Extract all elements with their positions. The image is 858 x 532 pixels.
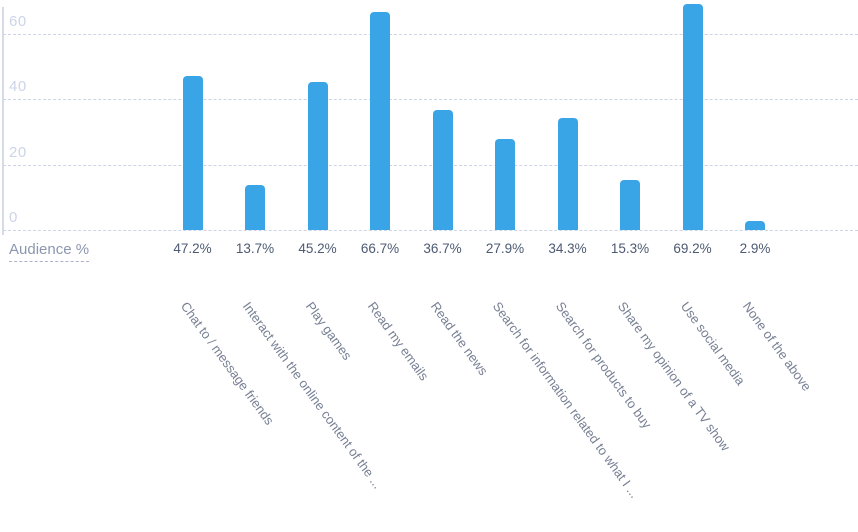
- bar[interactable]: [245, 185, 265, 230]
- y-axis-line: [2, 7, 4, 235]
- gridline-20: [3, 164, 858, 166]
- bar[interactable]: [682, 3, 703, 230]
- category-label: Share my opinion of a TV show: [614, 299, 734, 454]
- bar-value-label: 15.3%: [610, 241, 650, 256]
- legend-label: Audience %: [9, 241, 90, 258]
- bar-value-label: 69.2%: [673, 241, 712, 256]
- bar[interactable]: [495, 138, 515, 230]
- category-label: Use social media: [677, 299, 748, 388]
- bar[interactable]: [432, 110, 453, 230]
- bar-value-label: 47.2%: [173, 241, 212, 256]
- legend-item-audience[interactable]: Audience %: [9, 241, 90, 262]
- bar[interactable]: [370, 12, 390, 230]
- y-tick-label: 60: [9, 13, 27, 30]
- gridline-60: [3, 34, 858, 35]
- bar[interactable]: [745, 220, 765, 230]
- category-label: None of the above: [739, 299, 815, 394]
- category-label: Read my emails: [364, 299, 432, 384]
- bar-value-label: 2.9%: [739, 241, 771, 256]
- bar-value-label: 66.7%: [360, 241, 400, 256]
- bar-value-label: 13.7%: [235, 241, 275, 256]
- gridline-40: [3, 99, 858, 101]
- gridline-0: [3, 230, 858, 231]
- bar-value-label: 36.7%: [423, 241, 462, 256]
- y-tick-label: 0: [9, 209, 18, 226]
- category-label: Play games: [302, 299, 355, 363]
- bar-value-label: 45.2%: [298, 241, 337, 256]
- y-tick-label: 20: [9, 143, 27, 161]
- bar-value-label: 34.3%: [548, 241, 587, 256]
- bar-value-label: 27.9%: [485, 241, 525, 256]
- category-label: Interact with the online content of the …: [239, 299, 386, 492]
- bar[interactable]: [557, 117, 578, 230]
- bar[interactable]: [182, 75, 203, 230]
- category-label: Read the news: [427, 299, 491, 378]
- y-tick-label: 40: [9, 78, 27, 96]
- bar[interactable]: [307, 82, 328, 230]
- bar[interactable]: [620, 180, 640, 230]
